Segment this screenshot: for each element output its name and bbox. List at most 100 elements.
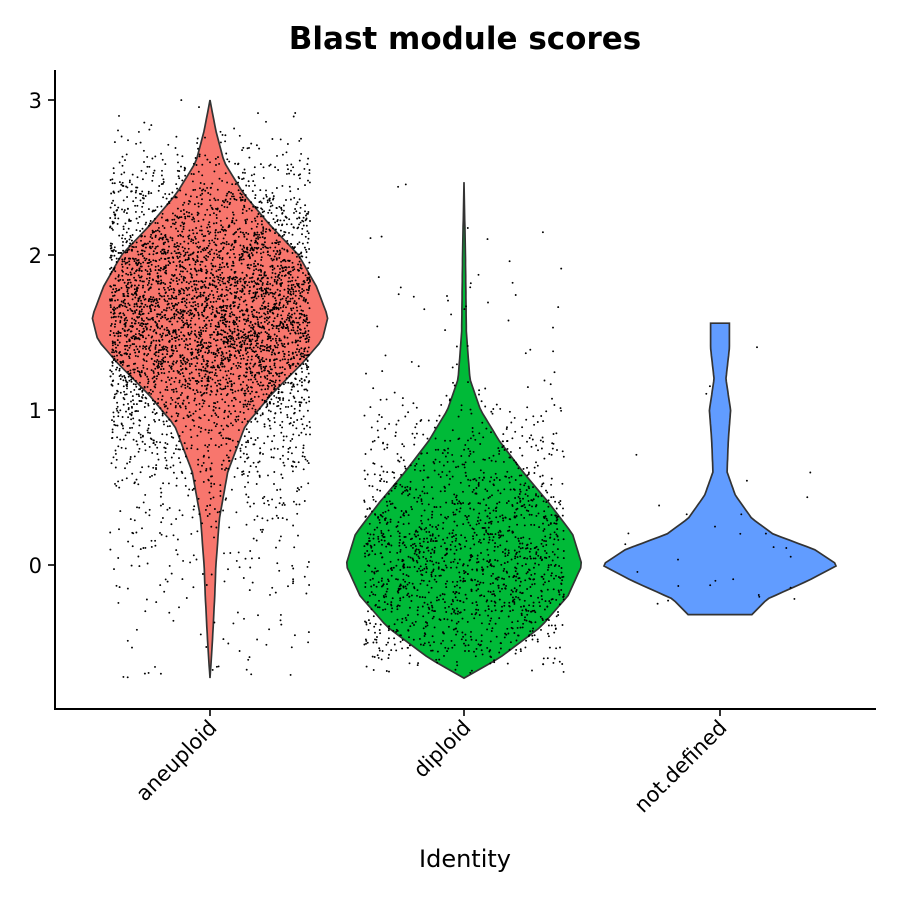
point bbox=[247, 334, 250, 337]
point bbox=[502, 444, 505, 447]
point bbox=[253, 246, 256, 249]
point bbox=[295, 255, 298, 258]
point bbox=[503, 578, 505, 580]
point bbox=[128, 238, 131, 241]
point bbox=[130, 239, 133, 242]
point bbox=[135, 531, 138, 534]
point bbox=[242, 146, 245, 149]
point bbox=[187, 494, 190, 497]
point bbox=[137, 259, 140, 261]
point bbox=[157, 304, 160, 307]
point bbox=[214, 328, 217, 331]
point bbox=[121, 327, 124, 330]
point bbox=[223, 336, 226, 339]
point bbox=[269, 310, 272, 313]
point bbox=[467, 381, 469, 384]
point bbox=[404, 585, 407, 588]
point bbox=[464, 633, 467, 636]
point bbox=[303, 455, 306, 458]
point bbox=[144, 269, 147, 271]
point bbox=[408, 662, 411, 665]
point bbox=[135, 241, 138, 244]
point bbox=[172, 261, 175, 264]
point bbox=[253, 443, 256, 446]
point bbox=[121, 181, 124, 184]
point bbox=[297, 188, 300, 190]
point bbox=[395, 564, 398, 567]
point bbox=[289, 439, 292, 442]
point bbox=[142, 323, 145, 326]
point bbox=[223, 411, 226, 414]
point bbox=[224, 318, 227, 320]
point bbox=[153, 309, 156, 311]
point bbox=[197, 288, 199, 290]
point bbox=[407, 494, 410, 497]
point bbox=[128, 357, 131, 360]
point bbox=[210, 319, 213, 322]
point bbox=[132, 422, 135, 425]
point bbox=[230, 292, 233, 295]
point bbox=[254, 340, 257, 343]
point bbox=[474, 438, 477, 441]
point bbox=[195, 356, 198, 359]
point bbox=[278, 256, 281, 259]
point bbox=[307, 482, 310, 485]
point bbox=[249, 367, 252, 370]
point bbox=[278, 205, 281, 208]
point bbox=[555, 574, 557, 577]
point bbox=[150, 317, 153, 320]
point bbox=[153, 360, 156, 363]
point bbox=[220, 242, 223, 245]
point bbox=[188, 263, 191, 266]
point bbox=[144, 346, 146, 349]
point bbox=[232, 302, 235, 305]
point bbox=[172, 287, 175, 290]
point bbox=[418, 526, 421, 529]
point bbox=[292, 580, 295, 583]
point bbox=[128, 340, 131, 342]
point bbox=[253, 234, 255, 237]
point bbox=[173, 305, 176, 307]
point bbox=[193, 424, 196, 427]
point bbox=[271, 266, 274, 268]
point bbox=[292, 395, 295, 398]
point bbox=[203, 400, 206, 403]
point bbox=[109, 217, 112, 219]
point bbox=[248, 146, 250, 149]
point bbox=[280, 372, 283, 375]
point bbox=[274, 346, 277, 349]
point bbox=[197, 241, 200, 244]
point bbox=[242, 300, 245, 303]
point bbox=[262, 232, 264, 235]
point bbox=[199, 391, 202, 394]
point bbox=[241, 196, 244, 199]
point bbox=[267, 418, 270, 420]
point bbox=[197, 458, 200, 461]
point bbox=[181, 261, 184, 264]
point bbox=[161, 346, 164, 349]
point bbox=[203, 414, 206, 417]
point bbox=[267, 287, 270, 290]
point bbox=[176, 553, 179, 556]
point bbox=[112, 167, 115, 170]
point bbox=[221, 299, 224, 302]
point bbox=[180, 275, 183, 278]
point bbox=[128, 179, 131, 182]
point bbox=[177, 316, 180, 319]
point bbox=[201, 405, 204, 408]
point bbox=[289, 190, 292, 193]
point bbox=[269, 254, 271, 257]
point bbox=[175, 549, 178, 552]
point bbox=[303, 348, 306, 351]
point bbox=[205, 306, 208, 309]
point bbox=[540, 447, 543, 450]
point bbox=[168, 289, 171, 291]
point bbox=[120, 251, 123, 254]
point bbox=[260, 215, 262, 218]
point bbox=[283, 336, 286, 339]
point bbox=[307, 353, 310, 356]
point bbox=[208, 351, 210, 353]
point bbox=[227, 568, 229, 571]
point bbox=[190, 304, 193, 307]
point bbox=[258, 359, 261, 362]
